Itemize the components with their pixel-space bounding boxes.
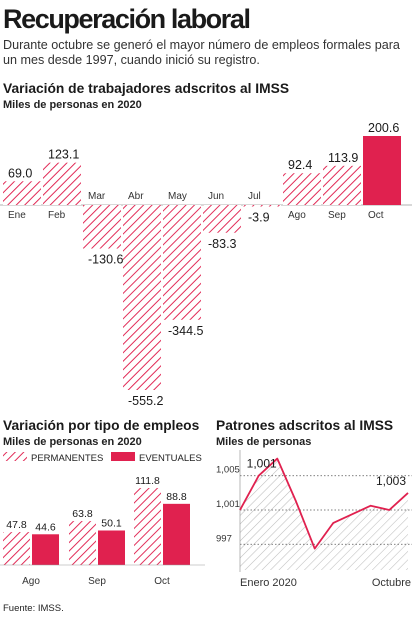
value-label: 92.4 bbox=[288, 158, 312, 172]
bar-ene bbox=[3, 181, 41, 205]
bar-sep bbox=[323, 165, 361, 205]
y-tick-label: 1,005 bbox=[216, 465, 240, 476]
bar-ago-permanentes bbox=[3, 532, 30, 565]
value-label: -83.3 bbox=[208, 237, 237, 251]
value-label: -130.6 bbox=[88, 253, 123, 267]
bar-ago bbox=[283, 173, 321, 205]
legend-swatch-permanentes bbox=[3, 452, 27, 461]
bar-ago-eventuales bbox=[32, 534, 59, 565]
category-label: Abr bbox=[128, 191, 144, 202]
value-label: 69.0 bbox=[8, 166, 32, 180]
employers-area-chart: 997 1,001 1,005 1,001 1,003 Enero 2020 Octubre bbox=[216, 450, 412, 589]
point-label: 1,001 bbox=[247, 457, 277, 471]
value-label: 88.8 bbox=[166, 491, 187, 503]
bar-oct-permanentes bbox=[134, 488, 161, 565]
legend-label-permanentes: PERMANENTES bbox=[31, 453, 103, 464]
value-label: -555.2 bbox=[128, 394, 163, 408]
y-tick-label: 997 bbox=[216, 533, 232, 544]
workers-bar-chart: 69.0 Ene 123.1 Feb Mar -130.6 Abr -555.2 May -344… bbox=[0, 121, 412, 408]
bar-oct bbox=[363, 136, 401, 205]
category-label: Jun bbox=[208, 191, 224, 202]
value-label: 113.9 bbox=[328, 151, 358, 165]
employment-type-bar-chart: PERMANENTES EVENTUALES 47.8 44.6 Ago 63.8 50.1… bbox=[0, 452, 205, 587]
category-label: Ene bbox=[8, 210, 26, 221]
chart3-subtitle: Miles de personas bbox=[216, 436, 312, 448]
page-title: Recuperación laboral bbox=[3, 4, 251, 34]
bar-may bbox=[163, 205, 201, 320]
chart1-title: Variación de trabajadores adscritos al I… bbox=[3, 81, 290, 96]
bar-sep-eventuales bbox=[98, 530, 125, 565]
category-label: Sep bbox=[328, 210, 346, 221]
chart2-title: Variación por tipo de empleos bbox=[3, 418, 200, 433]
x-tick-label: Enero 2020 bbox=[240, 577, 297, 589]
y-tick-label: 1,001 bbox=[216, 499, 240, 510]
x-tick-label: Octubre bbox=[372, 577, 411, 589]
category-label: Jul bbox=[248, 191, 261, 202]
bar-jul bbox=[243, 205, 281, 207]
point-label: 1,003 bbox=[376, 474, 406, 488]
category-label: Ago bbox=[22, 576, 40, 587]
value-label: 200.6 bbox=[368, 121, 399, 135]
chart3-title: Patrones adscritos al IMSS bbox=[216, 418, 394, 433]
value-label: 63.8 bbox=[72, 508, 93, 520]
category-label: Oct bbox=[368, 210, 384, 221]
bar-sep-permanentes bbox=[69, 521, 96, 565]
category-label: Oct bbox=[154, 576, 170, 587]
source-note: Fuente: IMSS. bbox=[3, 603, 64, 614]
bar-feb bbox=[43, 162, 81, 205]
value-label: 47.8 bbox=[6, 519, 27, 531]
series-line bbox=[239, 457, 409, 550]
bar-abr bbox=[123, 205, 161, 390]
value-label: -344.5 bbox=[168, 324, 203, 338]
page-subtitle: Durante octubre se generó el mayor númer… bbox=[3, 38, 400, 67]
category-label: Mar bbox=[88, 191, 106, 202]
bar-jun bbox=[203, 205, 241, 233]
category-label: Ago bbox=[288, 210, 306, 221]
chart1-subtitle: Miles de personas en 2020 bbox=[3, 99, 142, 111]
category-label: Sep bbox=[88, 576, 106, 587]
value-label: -3.9 bbox=[248, 210, 270, 224]
value-label: 50.1 bbox=[101, 517, 122, 529]
bar-oct-eventuales bbox=[163, 503, 190, 565]
legend-label-eventuales: EVENTUALES bbox=[139, 453, 202, 464]
legend-swatch-eventuales bbox=[111, 452, 135, 461]
chart2-subtitle: Miles de personas en 2020 bbox=[3, 436, 142, 448]
category-label: May bbox=[168, 191, 187, 202]
area-fill bbox=[240, 458, 408, 570]
category-label: Feb bbox=[48, 210, 66, 221]
bar-mar bbox=[83, 205, 121, 249]
value-label: 123.1 bbox=[48, 148, 79, 162]
value-label: 111.8 bbox=[135, 475, 160, 487]
value-label: 44.6 bbox=[35, 521, 56, 533]
